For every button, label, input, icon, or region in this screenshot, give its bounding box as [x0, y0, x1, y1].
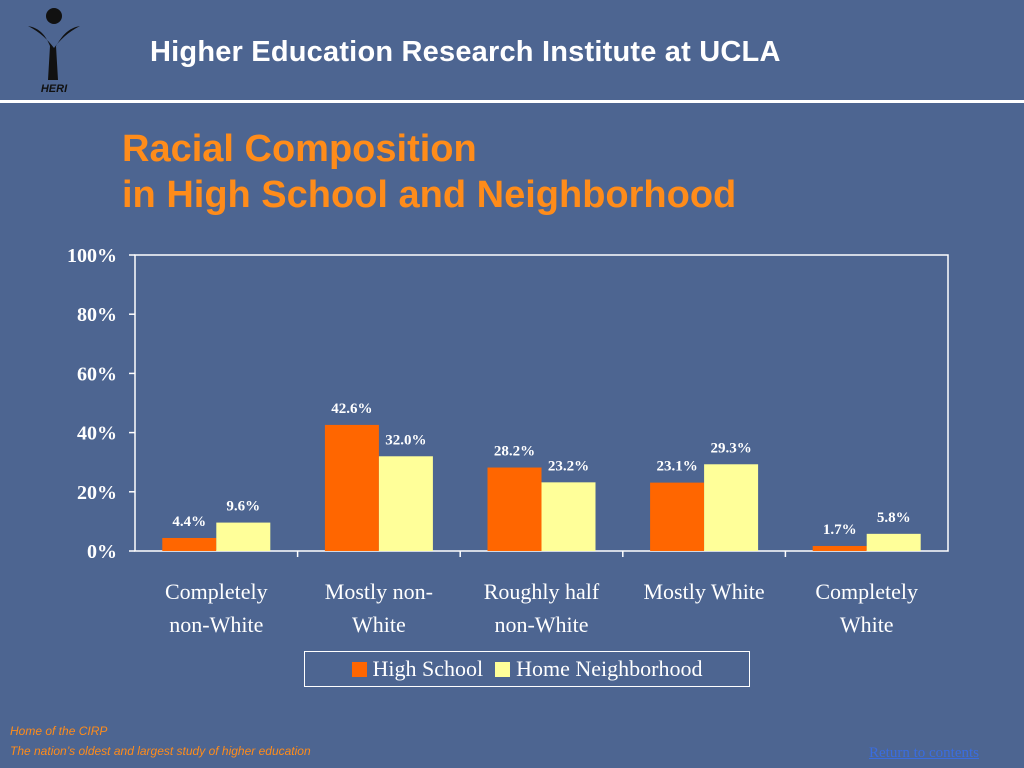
x-tick-label: Mostly non-	[325, 579, 433, 604]
data-label: 42.6%	[331, 401, 372, 417]
x-tick-label: non-White	[169, 612, 263, 637]
y-tick-label: 40%	[77, 423, 117, 445]
bar	[541, 482, 596, 551]
return-to-contents-link[interactable]: Return to contents	[869, 745, 979, 761]
logo-text: HERI	[41, 83, 68, 94]
header-title: Higher Education Research Institute at U…	[150, 36, 781, 68]
y-tick-label: 60%	[77, 363, 117, 385]
logo-figure	[28, 26, 80, 80]
chart-legend: High School Home Neighborhood	[304, 651, 750, 687]
bar	[812, 545, 867, 551]
legend-label-high-school: High School	[372, 656, 484, 681]
bar	[378, 456, 433, 551]
data-label: 23.2%	[548, 458, 589, 474]
bar	[866, 533, 921, 551]
footer-tagline: The nation’s oldest and largest study of…	[10, 744, 311, 758]
slide-title: Racial Composition in High School and Ne…	[122, 126, 736, 218]
legend-item-neighborhood: Home Neighborhood	[495, 656, 702, 682]
bar	[487, 467, 542, 551]
x-tick-label: White	[352, 612, 406, 637]
x-tick-label: Mostly White	[643, 579, 764, 604]
y-tick-label: 0%	[87, 541, 117, 563]
y-tick-label: 20%	[77, 482, 117, 504]
legend-swatch-high-school	[351, 661, 367, 677]
bar	[650, 482, 705, 551]
footer-home-text: Home of the CIRP	[10, 724, 108, 738]
slide-title-line-2: in High School and Neighborhood	[122, 174, 737, 216]
x-tick-label: Roughly half	[484, 579, 600, 604]
data-label: 5.8%	[877, 510, 911, 526]
data-label: 23.1%	[656, 459, 697, 475]
data-label: 9.6%	[226, 499, 260, 515]
bar	[162, 537, 217, 551]
bar	[216, 522, 271, 551]
logo-head	[46, 8, 62, 24]
legend-item-high-school: High School	[351, 656, 484, 682]
heri-logo: HERI	[28, 8, 80, 94]
data-label: 1.7%	[823, 522, 857, 538]
slide-title-line-1: Racial Composition	[122, 128, 477, 170]
bar	[324, 424, 379, 551]
data-label: 29.3%	[710, 440, 751, 456]
y-tick-label: 80%	[77, 304, 117, 326]
header-divider	[0, 100, 1024, 103]
x-tick-label: Completely	[815, 579, 918, 604]
data-label: 32.0%	[385, 432, 426, 448]
x-tick-label: non-White	[494, 612, 588, 637]
legend-swatch-neighborhood	[495, 661, 511, 677]
x-tick-label: White	[840, 612, 894, 637]
x-tick-label: Completely	[165, 579, 268, 604]
legend-label-neighborhood: Home Neighborhood	[516, 656, 703, 681]
bar	[704, 464, 759, 551]
data-label: 28.2%	[494, 444, 535, 460]
data-label: 4.4%	[172, 514, 206, 530]
y-tick-label: 100%	[67, 245, 117, 267]
